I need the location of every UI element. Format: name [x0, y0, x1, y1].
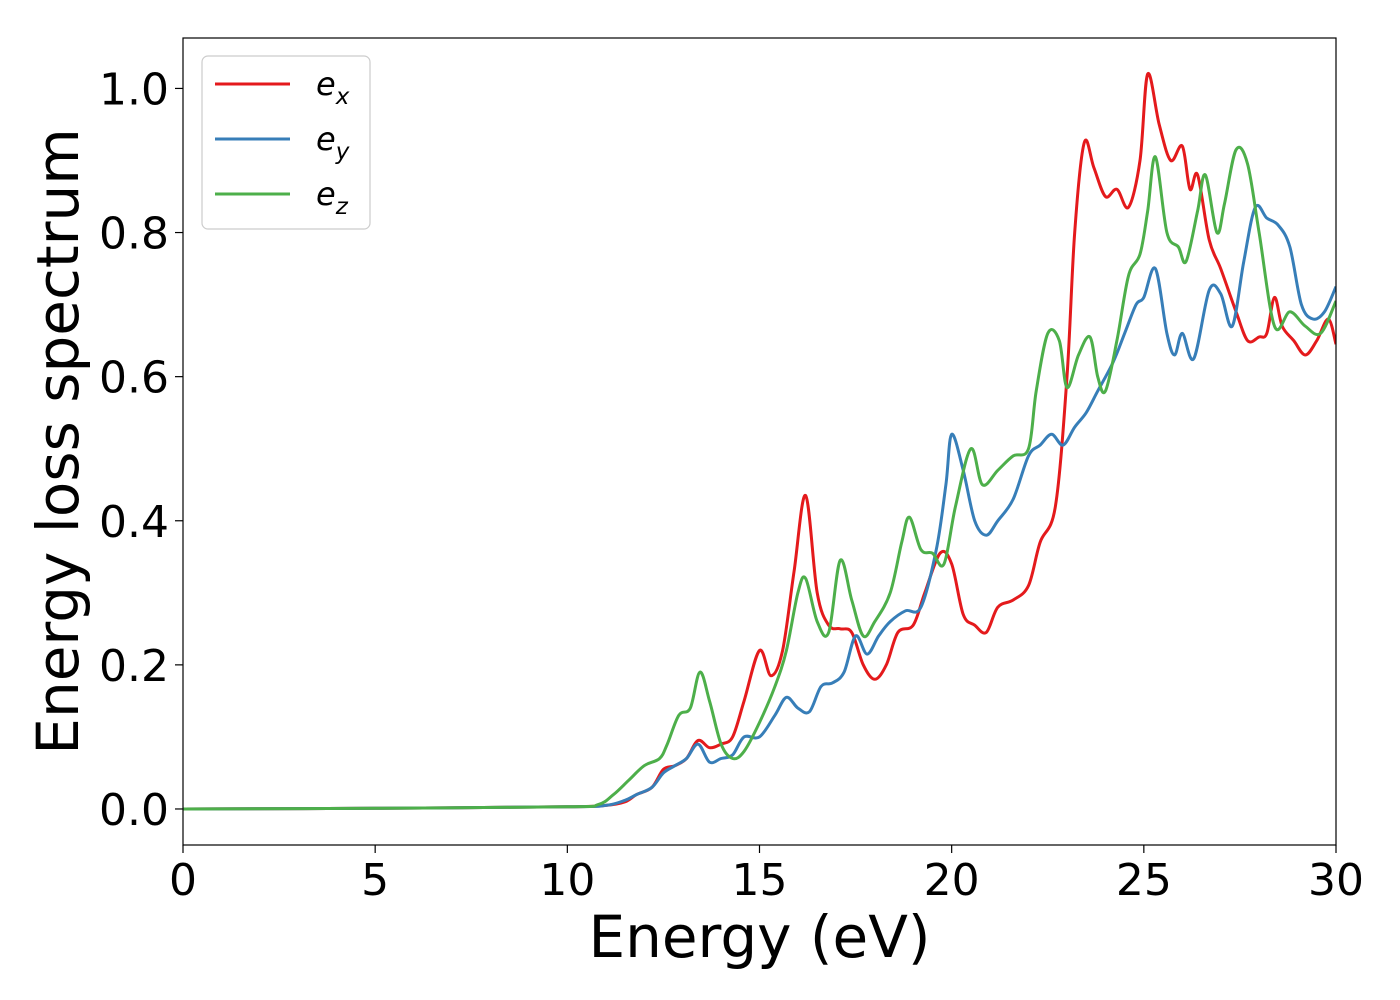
x-tick-label: 30 — [1308, 855, 1364, 906]
y-tick-label: 0.0 — [99, 785, 169, 836]
y-tick-label: 1.0 — [99, 64, 169, 115]
ticks-layer: 0 5 10 15 20 25 30 0.0 0.2 0.4 0.6 0.8 1.0 — [99, 64, 1364, 906]
legend-entry-x: ex — [215, 65, 350, 110]
x-tick-label: 25 — [1116, 855, 1172, 906]
x-tick-label: 20 — [924, 855, 980, 906]
series-line-x — [183, 72, 1336, 811]
y-tick-label: 0.6 — [99, 353, 169, 404]
legend-entry-y: ey — [215, 120, 350, 165]
legend: ex ey ez — [201, 55, 371, 230]
x-tick-label: 10 — [539, 855, 595, 906]
y-tick-label: 0.2 — [99, 641, 169, 692]
series-line-z — [183, 145, 1336, 811]
x-tick-label: 0 — [169, 855, 197, 906]
y-tick-label: 0.8 — [99, 209, 169, 260]
legend-label: ez — [316, 175, 349, 220]
series-layer — [183, 72, 1336, 811]
x-tick-label: 15 — [732, 855, 788, 906]
x-axis-label: Energy (eV) — [588, 903, 930, 971]
legend-entry-z: ez — [215, 175, 349, 220]
x-tick-label: 5 — [361, 855, 389, 906]
legend-box — [201, 55, 371, 230]
y-axis-label: Energy loss spectrum — [24, 128, 92, 754]
y-tick-label: 0.4 — [99, 497, 169, 548]
legend-label: ey — [316, 120, 350, 165]
legend-label: ex — [316, 65, 350, 110]
series-line-y — [183, 204, 1336, 811]
